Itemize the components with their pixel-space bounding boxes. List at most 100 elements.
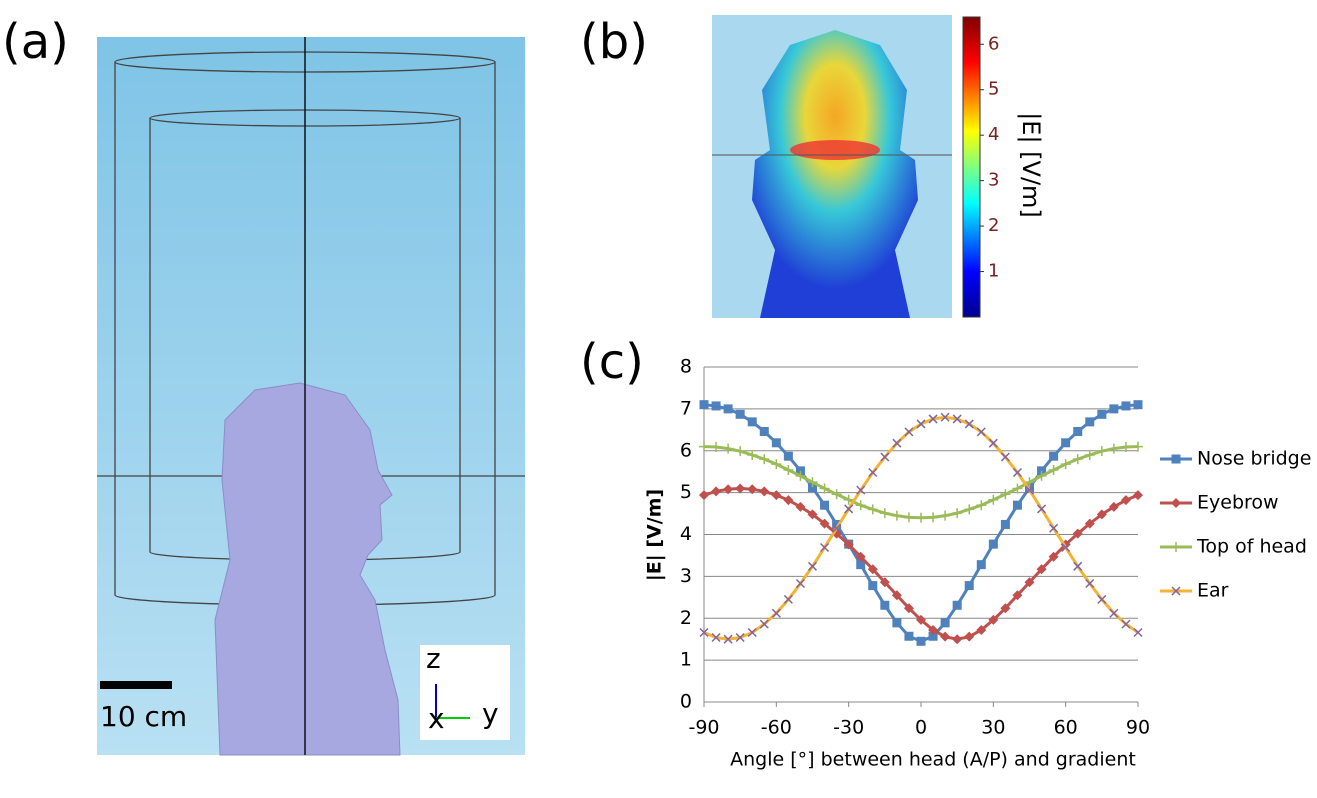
colorbar-title: |E| [V/m] (1017, 112, 1045, 218)
marker (891, 590, 902, 601)
marker (771, 438, 781, 448)
marker (1133, 441, 1143, 452)
marker (735, 446, 746, 457)
marker (771, 608, 781, 618)
x-tick-label: 30 (981, 717, 1005, 739)
marker (867, 504, 878, 515)
marker (867, 564, 878, 575)
marker (1024, 477, 1035, 488)
marker (747, 449, 758, 460)
marker (1049, 451, 1059, 461)
marker (928, 414, 938, 424)
marker (1048, 465, 1059, 476)
marker (904, 631, 914, 641)
marker (771, 459, 782, 470)
marker (711, 486, 722, 497)
x-tick-label: 0 (915, 717, 927, 739)
axis-label: z (426, 642, 441, 675)
marker (988, 539, 998, 549)
marker (976, 624, 987, 635)
marker (844, 504, 854, 514)
x-axis-title: Angle [°] between head (A/P) and gradien… (730, 749, 1136, 771)
marker (879, 577, 890, 588)
marker (1133, 400, 1143, 410)
marker (1085, 417, 1095, 427)
marker (1109, 608, 1119, 618)
marker (916, 614, 926, 625)
marker (723, 404, 733, 414)
series-line (703, 403, 1139, 643)
marker (1073, 426, 1083, 436)
marker (1036, 470, 1047, 481)
marker (964, 419, 974, 429)
y-tick-label: 2 (680, 607, 692, 629)
marker (843, 539, 854, 550)
hotspot (790, 140, 880, 160)
marker (1097, 594, 1107, 604)
marker (723, 484, 734, 495)
marker (1120, 495, 1131, 506)
marker (795, 578, 805, 589)
marker (879, 508, 890, 519)
marker (1084, 518, 1095, 529)
marker (735, 632, 745, 643)
colorbar-tick-label: 3 (988, 170, 999, 191)
marker (952, 508, 963, 519)
marker (1012, 500, 1022, 510)
marker (988, 494, 999, 505)
marker (759, 426, 769, 436)
y-tick-label: 1 (680, 649, 692, 671)
marker (1096, 446, 1107, 457)
marker (988, 438, 998, 448)
marker (795, 470, 806, 481)
marker (976, 560, 986, 570)
legend-label: Eyebrow (1197, 492, 1279, 514)
marker (868, 581, 878, 591)
y-tick-label: 7 (680, 397, 692, 419)
marker (940, 631, 951, 642)
marker (964, 631, 975, 642)
marker (892, 438, 902, 448)
axis-label: y (482, 697, 499, 730)
marker (747, 417, 757, 427)
marker (1000, 489, 1011, 500)
marker (880, 452, 890, 462)
marker (699, 627, 709, 638)
x-tick-label: -30 (833, 717, 864, 739)
head-model (214, 382, 401, 756)
marker (711, 401, 721, 411)
marker (759, 486, 770, 497)
marker (1072, 454, 1083, 465)
legend-label: Nose bridge (1197, 448, 1311, 470)
marker (1171, 498, 1181, 508)
y-tick-label: 4 (680, 523, 692, 545)
marker (723, 634, 733, 644)
marker (952, 600, 962, 610)
marker (759, 454, 770, 465)
marker (892, 618, 902, 628)
marker (808, 483, 817, 493)
marker (868, 467, 878, 478)
marker (940, 412, 950, 422)
marker (916, 636, 926, 646)
colorbar-tick-label: 2 (988, 215, 999, 236)
x-tick-label: -90 (688, 717, 719, 739)
marker (903, 512, 914, 523)
y-tick-label: 5 (680, 481, 692, 503)
marker (928, 512, 939, 523)
marker (904, 427, 914, 437)
marker (891, 510, 902, 521)
x-tick-label: 60 (1054, 717, 1078, 739)
marker (952, 414, 962, 424)
scale-bar (100, 681, 172, 689)
legend-label: Top of head (1196, 536, 1307, 558)
marker (771, 490, 782, 501)
panel-label: (c) (580, 334, 644, 390)
marker (807, 509, 818, 520)
marker (820, 542, 830, 553)
marker (964, 504, 975, 515)
marker (747, 627, 757, 638)
x-tick-label: -60 (761, 717, 792, 739)
marker (903, 603, 914, 614)
marker (1036, 564, 1047, 575)
